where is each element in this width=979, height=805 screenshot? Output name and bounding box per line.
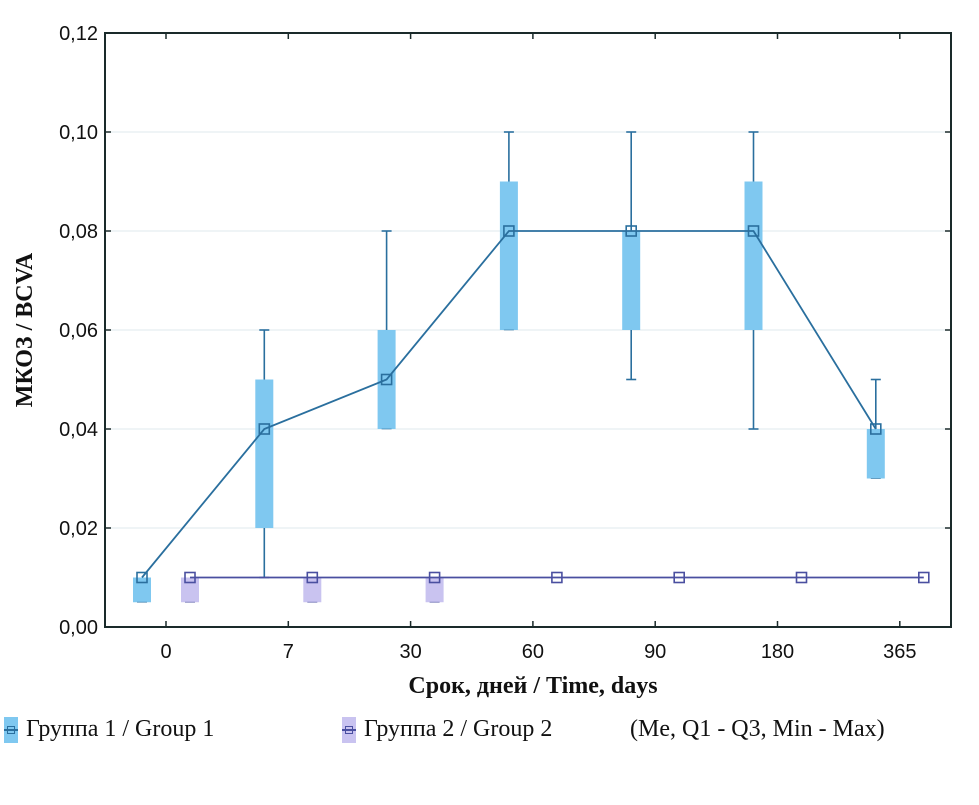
group-1-box (255, 379, 274, 528)
y-tick-label: 0,00 (59, 617, 98, 639)
gridlines (105, 131, 951, 529)
x-axis-ticks: 0 7 30 60 90 180 365 (160, 33, 916, 663)
legend-note-text: (Me, Q1 - Q3, Min - Max) (630, 716, 885, 742)
y-tick-label: 0,02 (59, 518, 98, 540)
group-1-median-marker (869, 423, 882, 435)
box-plot-chart: 0,00 0,02 0,04 0,06 0,08 0,10 0,12 0 7 30 60 90 180… (12, 23, 952, 699)
group-1-median-marker (747, 225, 760, 237)
group-1-median-marker (380, 373, 393, 386)
y-tick-label: 0,06 (59, 320, 98, 342)
x-tick-label: 60 (522, 641, 544, 663)
group-2-median-marker (306, 571, 319, 584)
group-1-median-marker (136, 571, 148, 584)
group-2-box (425, 577, 444, 603)
group-2-median-marker (428, 571, 441, 584)
x-tick-label: 0 (160, 641, 171, 663)
y-tick-label: 0,08 (59, 221, 98, 243)
x-tick-label: 30 (399, 641, 421, 663)
y-tick-label: 0,04 (59, 419, 98, 441)
group-1-median-marker (625, 225, 638, 237)
group-2-median-marker (917, 571, 930, 584)
group-2-box (303, 577, 322, 603)
y-tick-label: 0,10 (59, 122, 98, 144)
legend-statistics-note: (Me, Q1 - Q3, Min - Max) (630, 716, 885, 743)
y-axis-ticks: 0,00 0,02 0,04 0,06 0,08 0,10 0,12 (59, 23, 951, 639)
y-axis-title: МКОЗ / BCVA (12, 252, 38, 407)
group-1-box (866, 429, 885, 479)
group-2-median-marker (551, 571, 563, 584)
x-tick-label: 7 (283, 641, 294, 663)
group-2-median-marker (673, 571, 686, 584)
group-1-box (744, 181, 763, 330)
group-2-median-marker (184, 571, 196, 584)
x-tick-label: 90 (644, 641, 666, 663)
legend-swatch-group-1 (4, 716, 18, 743)
median-lines-layer (141, 230, 924, 579)
legend-label-group-1: Группа 1 / Group 1 (26, 716, 215, 742)
group-1-box (622, 231, 641, 330)
group-2-box (181, 577, 199, 603)
x-tick-label: 180 (761, 641, 794, 663)
legend-swatch-group-2 (342, 716, 356, 743)
group-1-box (499, 181, 518, 330)
y-tick-label: 0,12 (59, 23, 98, 45)
group-1-median-marker (503, 225, 515, 237)
legend-label-group-2: Группа 2 / Group 2 (364, 716, 553, 742)
group-1-median-marker (258, 423, 271, 435)
x-tick-label: 365 (883, 641, 916, 663)
legend: Группа 1 / Group 1 Группа 2 / Group 2 (M… (0, 716, 979, 756)
median-markers-layer (136, 225, 930, 584)
legend-item-group-2: Группа 2 / Group 2 (342, 716, 552, 743)
group-1-median-line (141, 230, 877, 579)
group-1-box (133, 577, 151, 603)
group-2-median-marker (795, 571, 808, 584)
boxes-layer (133, 131, 885, 603)
legend-item-group-1: Группа 1 / Group 1 (4, 716, 214, 743)
x-axis-title: Срок, дней / Time, days (408, 673, 657, 699)
